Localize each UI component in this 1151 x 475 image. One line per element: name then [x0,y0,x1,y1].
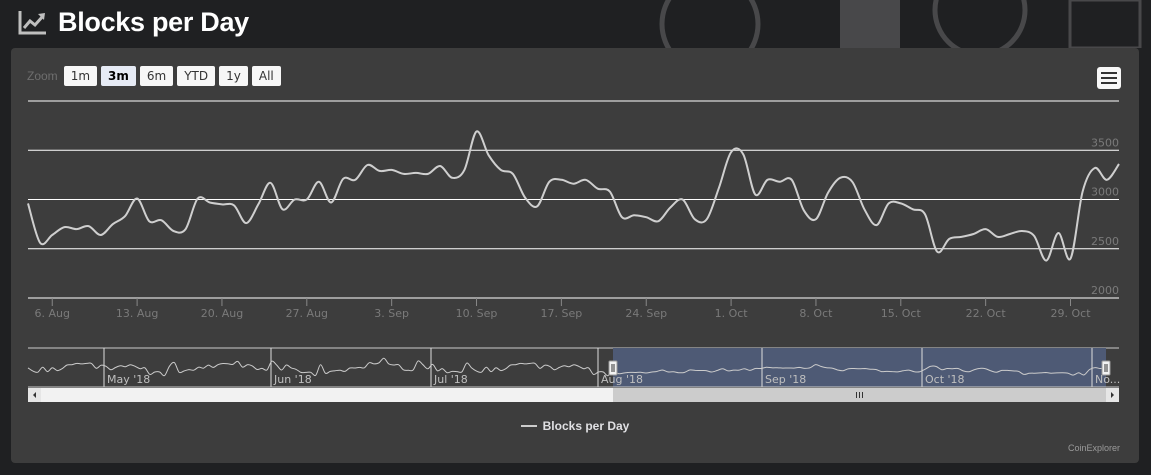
navigator-label: No... [1095,373,1120,386]
legend-label: Blocks per Day [542,419,630,433]
x-tick-label: 20. Aug [201,307,243,320]
scrollbar[interactable] [28,388,1119,402]
navigator-series-line [27,357,614,377]
page-header: Blocks per Day [18,2,249,42]
navigator-label: Jul '18 [433,373,468,386]
zoom-3m-button[interactable]: 3m [101,66,136,86]
y-tick-label: 2500 [1091,235,1119,248]
navigator-series-line-selected [612,364,1107,376]
navigator-label: Oct '18 [925,373,965,386]
navigator-label: Jun '18 [273,373,312,386]
x-tick-label: 27. Aug [286,307,328,320]
navigator-selected-range[interactable] [613,348,1106,387]
scroll-left-icon [33,392,36,398]
zoom-bar: Zoom 1m 3m 6m YTD 1y All [27,66,281,86]
navigator-label: Sep '18 [765,373,806,386]
legend[interactable]: Blocks per Day [11,419,1139,433]
scroll-right-icon [1111,392,1114,398]
navigator-label: Aug '18 [601,373,643,386]
legend-swatch [520,425,537,427]
y-tick-label: 2000 [1091,284,1119,297]
x-tick-label: 8. Oct [799,307,833,320]
zoom-6m-button[interactable]: 6m [139,66,174,86]
x-tick-label: 22. Oct [966,307,1007,320]
line-chart-icon [18,11,46,35]
series-line [27,130,1120,262]
x-tick-label: 10. Sep [456,307,498,320]
hamburger-menu-icon[interactable] [1097,67,1121,89]
credits: CoinExplorer [1067,443,1120,453]
x-tick-label: 1. Oct [715,307,749,320]
x-tick-label: 13. Aug [116,307,158,320]
navigator-label: May '18 [107,373,150,386]
x-tick-label: 24. Sep [625,307,667,320]
y-tick-label: 3500 [1091,136,1119,149]
background-decoration [659,0,1142,48]
chart-svg: 2000 2500 3000 3500 6. Aug 13. Aug 20. Aug 27.… [27,100,1120,402]
page-title: Blocks per Day [58,6,249,37]
x-tick-label: 6. Aug [35,307,70,320]
x-tick-label: 29. Oct [1051,307,1092,320]
x-tick-label: 15. Oct [881,307,922,320]
x-tick-label: 17. Sep [541,307,583,320]
zoom-1m-button[interactable]: 1m [63,66,98,86]
navigator-handle-right[interactable] [1101,360,1111,376]
navigator-handle-left[interactable] [608,360,618,376]
zoom-1y-button[interactable]: 1y [219,66,248,86]
x-tick-label: 3. Sep [374,307,409,320]
chart-panel: Zoom 1m 3m 6m YTD 1y All 2000 2500 3000 350… [11,48,1139,463]
y-tick-label: 3000 [1091,186,1119,199]
zoom-ytd-button[interactable]: YTD [177,66,216,86]
zoom-label: Zoom [27,69,58,83]
zoom-all-button[interactable]: All [251,66,281,86]
